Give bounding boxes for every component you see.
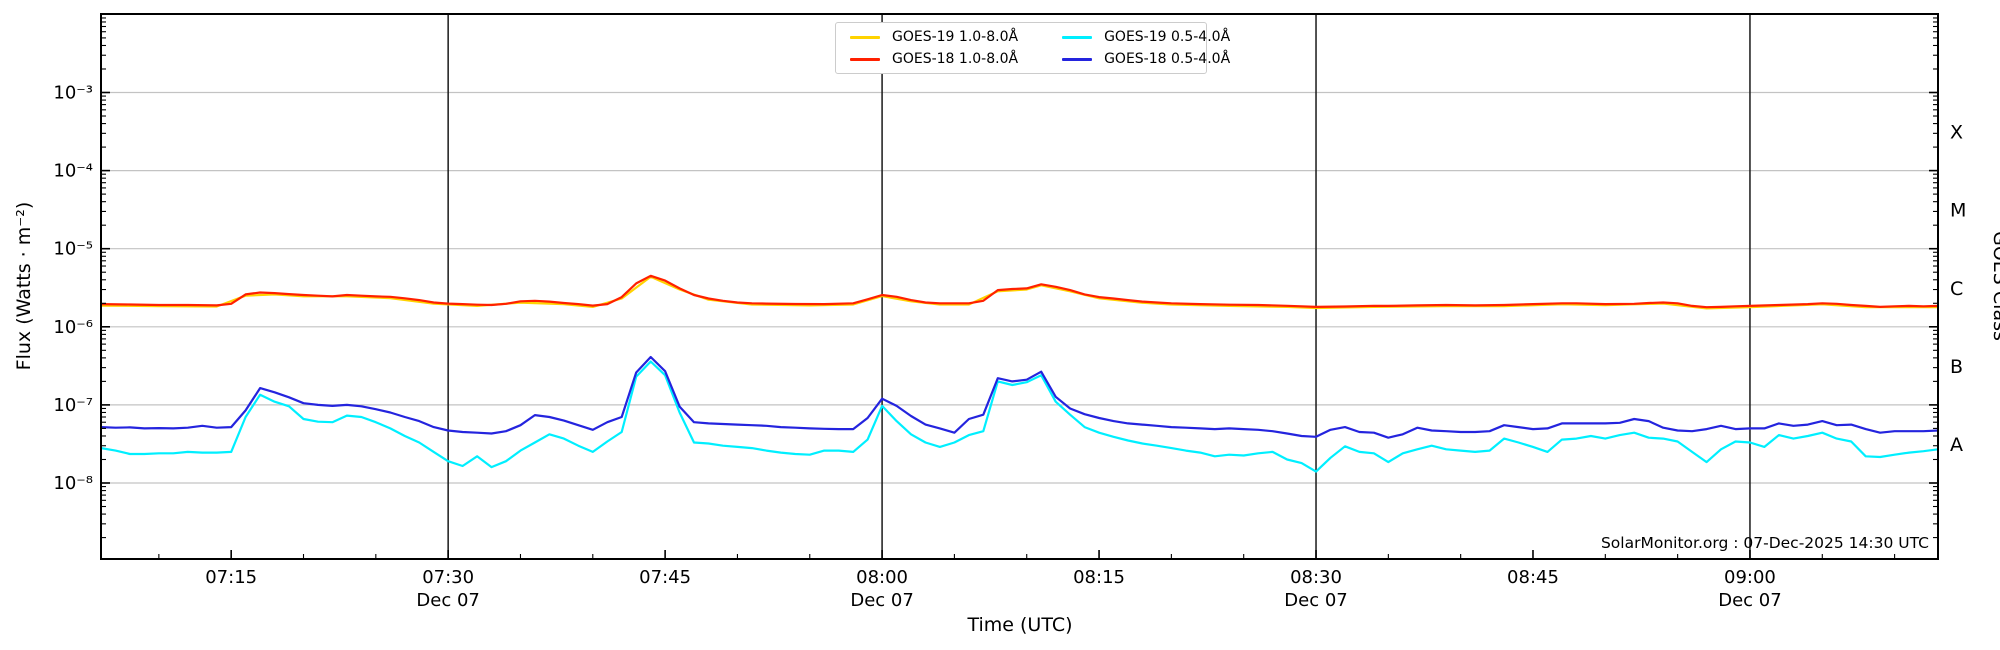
x-axis-label: Time (UTC) xyxy=(966,614,1072,636)
legend: GOES-19 1.0-8.0Å GOES-18 1.0-8.0Å GOES-1… xyxy=(835,22,1230,74)
x-tick-date-label: Dec 07 xyxy=(850,590,913,611)
y-tick-label: 10⁻⁵ xyxy=(53,239,93,260)
x-tick-label: 07:45 xyxy=(639,567,691,588)
x-tick-label: 08:00 xyxy=(856,567,908,588)
legend-swatch-goes19-short-icon xyxy=(1062,35,1093,39)
goes-class-label: M xyxy=(1950,200,1966,222)
legend-item-goes19-short: GOES-19 0.5-4.0Å xyxy=(1062,30,1230,44)
legend-swatch-goes19-long-icon xyxy=(850,35,880,39)
x-tick-label: 07:30 xyxy=(422,567,474,588)
y-tick-label: 10⁻⁴ xyxy=(53,161,93,182)
y-tick-label: 10⁻³ xyxy=(53,83,93,104)
goes-class-label: X xyxy=(1950,122,1963,144)
series-line-2 xyxy=(101,360,1938,473)
series-line-0 xyxy=(101,275,1938,310)
legend-label: GOES-19 1.0-8.0Å xyxy=(892,29,1019,45)
x-tick-date-label: Dec 07 xyxy=(1284,590,1347,611)
legend-swatch-goes18-short-icon xyxy=(1062,57,1093,61)
y-tick-label: 10⁻⁸ xyxy=(53,473,93,494)
legend-label: GOES-19 0.5-4.0Å xyxy=(1104,29,1231,45)
x-tick-label: 08:45 xyxy=(1507,567,1559,588)
legend-label: GOES-18 0.5-4.0Å xyxy=(1104,51,1231,67)
x-tick-date-label: Dec 07 xyxy=(416,590,479,611)
goes-class-label: A xyxy=(1950,434,1963,456)
x-tick-label: 08:15 xyxy=(1073,567,1125,588)
legend-item-goes18-short: GOES-18 0.5-4.0Å xyxy=(1062,52,1230,66)
legend-label: GOES-18 1.0-8.0Å xyxy=(892,51,1019,67)
x-tick-label: 07:15 xyxy=(205,567,257,588)
y-tick-label: 10⁻⁶ xyxy=(53,317,93,338)
y-tick-label: 10⁻⁷ xyxy=(53,395,93,416)
x-tick-date-label: Dec 07 xyxy=(1718,590,1781,611)
goes-class-label: B xyxy=(1950,356,1963,378)
goes-class-label: C xyxy=(1950,278,1963,300)
series-line-3 xyxy=(101,355,1938,439)
series-line-1 xyxy=(101,274,1938,309)
y-axis-label: Flux (Watts · m⁻²) xyxy=(13,202,35,371)
right-axis-label: GOES Class xyxy=(1989,231,2000,341)
plot-frame xyxy=(100,13,1939,560)
x-tick-label: 08:30 xyxy=(1290,567,1342,588)
legend-swatch-goes18-long-icon xyxy=(850,57,880,61)
x-tick-label: 09:00 xyxy=(1724,567,1776,588)
legend-item-goes18-long: GOES-18 1.0-8.0Å xyxy=(850,52,1018,66)
legend-item-goes19-long: GOES-19 1.0-8.0Å xyxy=(850,30,1018,44)
watermark-credit: SolarMonitor.org : 07-Dec-2025 14:30 UTC xyxy=(1601,534,1929,552)
